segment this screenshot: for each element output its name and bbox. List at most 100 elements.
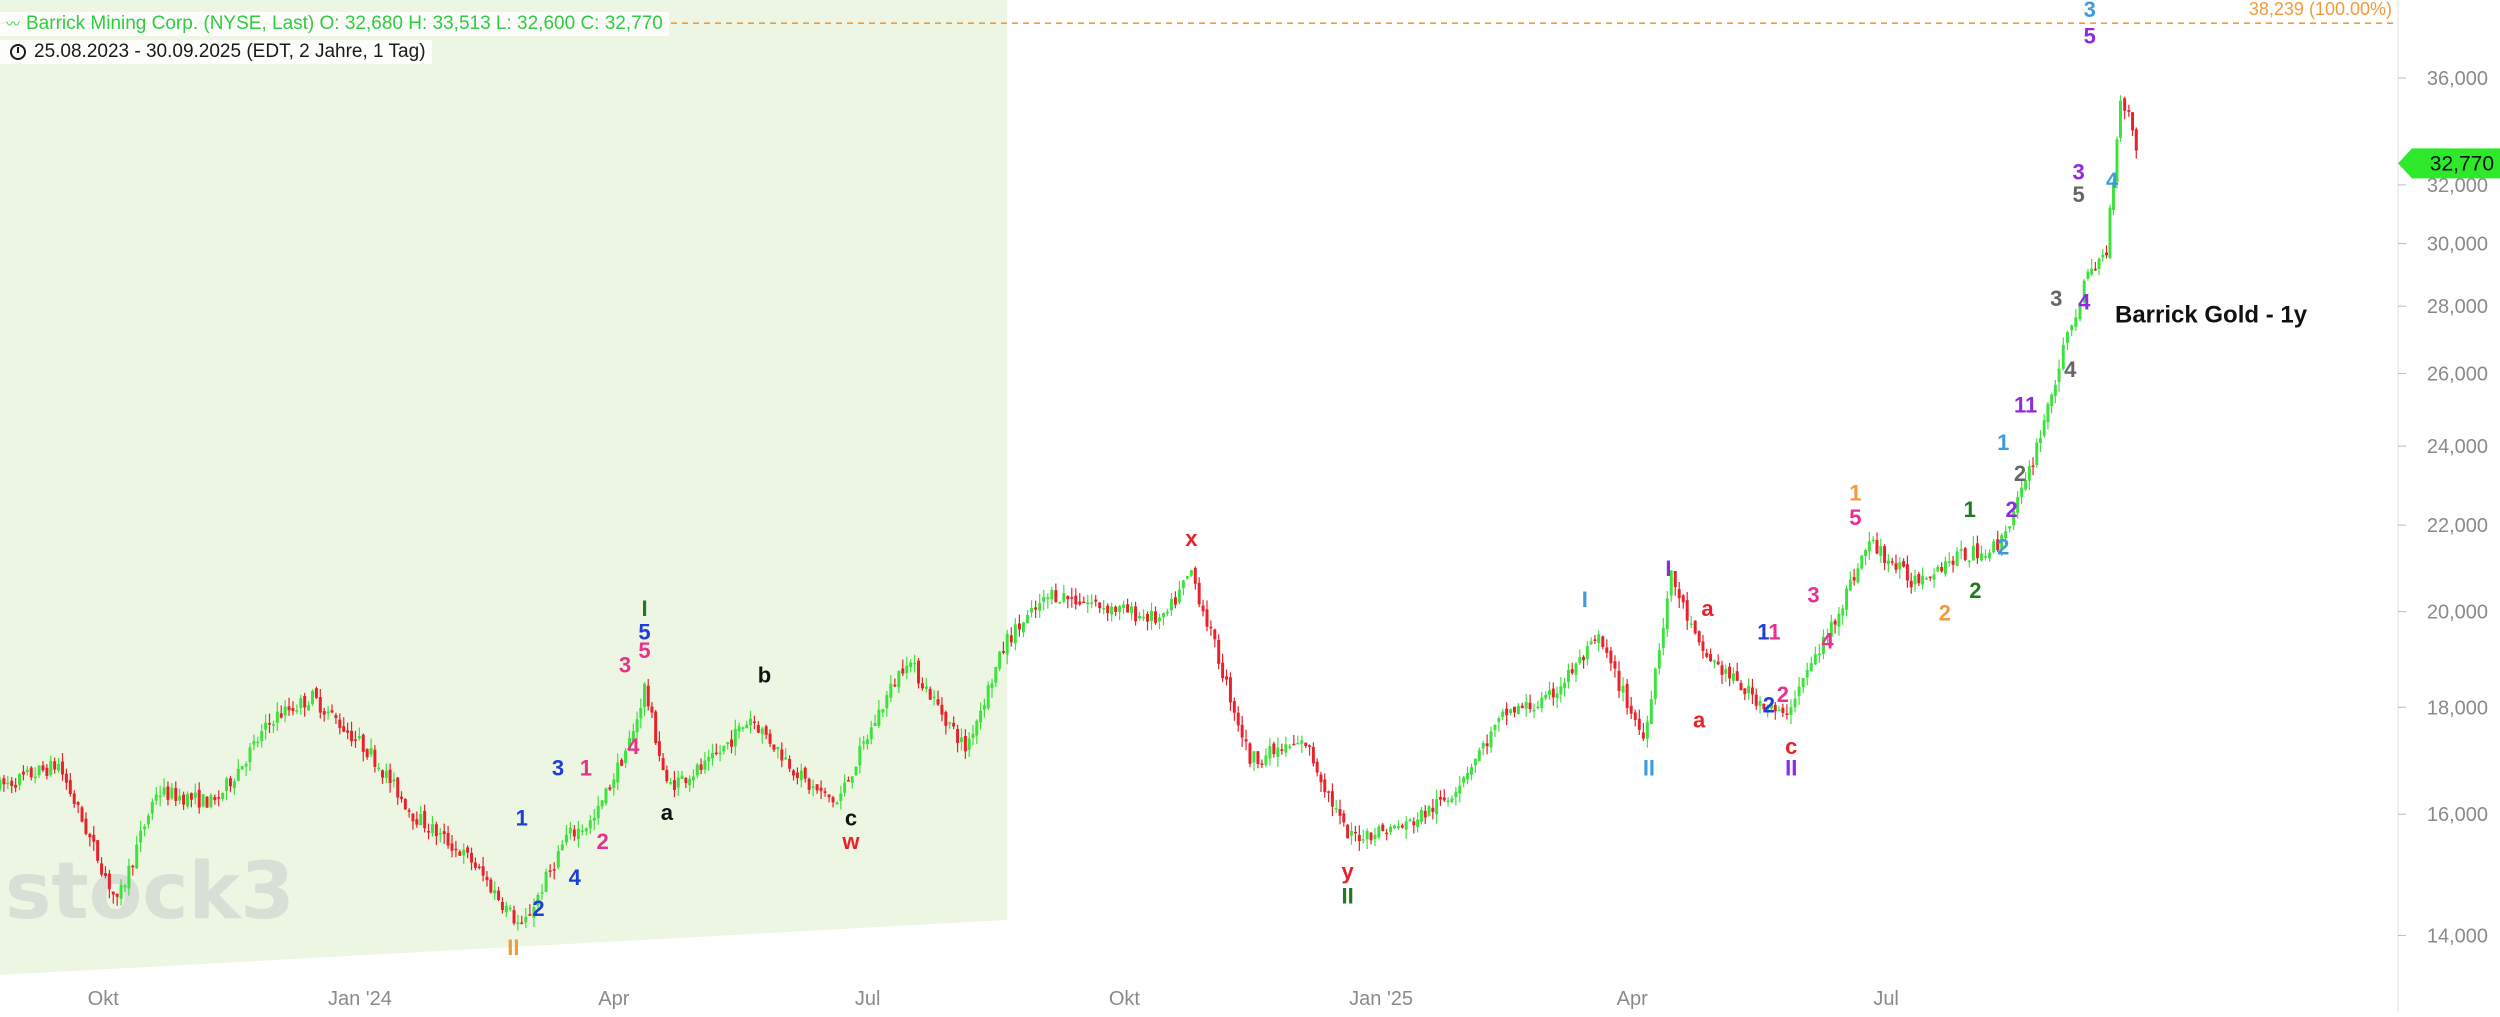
candle-body <box>2131 112 2135 131</box>
wave-label: 4 <box>2078 289 2091 314</box>
candle-body <box>552 869 556 871</box>
candle-body <box>68 780 72 794</box>
candle-body <box>669 782 673 784</box>
candle-body <box>1381 824 1385 832</box>
range-line: 25.08.2023 - 30.09.2025 (EDT, 2 Jahre, 1… <box>34 41 426 62</box>
candle-body <box>722 745 726 752</box>
candle-body <box>504 905 508 913</box>
candle-body <box>635 719 639 733</box>
candle-body <box>166 786 170 800</box>
candle-body <box>217 797 221 799</box>
candle-body <box>1661 627 1665 649</box>
candle-body <box>2134 129 2138 151</box>
candle-body <box>862 741 866 744</box>
candle-body <box>127 865 131 889</box>
candle-body <box>1130 606 1134 613</box>
candle-body <box>831 797 835 803</box>
candle-body <box>1205 609 1209 627</box>
wave-label: 11 <box>2014 393 2037 418</box>
candle-body <box>1404 821 1408 830</box>
wave-label: 4 <box>2064 357 2077 382</box>
candle-body <box>1532 709 1536 712</box>
candle-body <box>1161 613 1165 618</box>
candle-body <box>1805 670 1809 678</box>
candle-body <box>1389 826 1393 833</box>
candle-body <box>854 766 858 776</box>
candle-body <box>1438 797 1442 800</box>
candle-body <box>2112 181 2115 211</box>
candle-body <box>956 729 960 743</box>
candle-body <box>1673 571 1677 587</box>
wave-label: 2 <box>1969 578 1981 603</box>
candle-body <box>252 741 256 745</box>
candle-body <box>1252 751 1256 763</box>
candle-body <box>489 879 493 893</box>
candle-body <box>1030 607 1034 613</box>
candle-body <box>1821 636 1825 654</box>
candle-body <box>1879 546 1883 556</box>
candle-body <box>1493 724 1497 731</box>
candle-body <box>873 723 877 726</box>
candle-body <box>520 922 524 925</box>
candle-body <box>481 866 485 876</box>
candle-body <box>403 798 407 810</box>
candle-body <box>64 773 68 783</box>
candle-body <box>1165 611 1169 614</box>
candle-body <box>714 752 718 755</box>
wave-label: 3 <box>2072 159 2084 184</box>
candle-body <box>377 767 381 770</box>
candle-body <box>576 828 580 840</box>
candle-body <box>1268 746 1272 759</box>
candle-body <box>665 769 669 782</box>
last-price-label: 32,770 <box>2430 152 2494 175</box>
candle-body <box>1841 608 1845 616</box>
candle-body <box>745 724 749 729</box>
candle-body <box>1793 698 1797 708</box>
candle-body <box>1373 834 1377 840</box>
candle-body <box>2065 332 2069 343</box>
candle-body <box>29 767 33 778</box>
candle-body <box>14 784 18 788</box>
y-tick-label: 28,000 <box>2427 296 2488 318</box>
candle-body <box>1106 605 1110 614</box>
candle-body <box>2082 280 2086 303</box>
x-tick-label: Apr <box>598 988 629 1010</box>
candle-body <box>1489 731 1493 748</box>
wave-label: 5 <box>2084 23 2096 48</box>
candle-body <box>905 665 909 674</box>
candle-body <box>1833 620 1837 625</box>
candle-body <box>1400 825 1404 828</box>
candle-body <box>843 782 847 793</box>
candle-body <box>1875 540 1879 554</box>
candle-body <box>470 852 474 863</box>
candle-body <box>1801 677 1805 688</box>
candle-body <box>1837 613 1841 627</box>
y-tick-label: 36,000 <box>2427 68 2488 90</box>
candle-body <box>1902 561 1906 567</box>
candle-body <box>1280 749 1284 751</box>
candle-body <box>497 890 501 900</box>
candle-body <box>1177 589 1181 603</box>
candle-body <box>799 770 803 781</box>
candle-body <box>1728 666 1732 679</box>
candle-body <box>1377 826 1381 838</box>
candle-body <box>1963 548 1967 560</box>
candle-body <box>676 777 680 788</box>
candle-body <box>643 683 646 708</box>
candle-body <box>1470 767 1473 775</box>
candle-body <box>1886 560 1890 565</box>
candle-body <box>1094 599 1098 602</box>
chart-type-icon[interactable]: 〰 <box>6 16 20 32</box>
candle-body <box>415 819 419 825</box>
candle-body <box>986 685 990 709</box>
candle-body <box>815 784 819 791</box>
candle-body <box>568 827 572 834</box>
candle-body <box>952 722 956 727</box>
candle-body <box>25 769 29 773</box>
candle-body <box>1074 595 1078 605</box>
candle-body <box>1450 798 1454 802</box>
wave-label: c <box>845 806 857 831</box>
candle-body <box>1516 705 1520 715</box>
